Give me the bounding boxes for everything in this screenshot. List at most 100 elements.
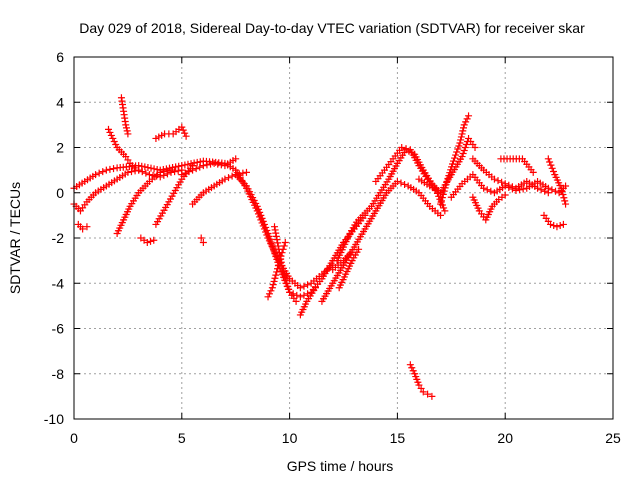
data-point (156, 168, 164, 176)
y-tick-label: -6 (52, 321, 65, 337)
series-track-27 (469, 191, 509, 224)
series-track-8 (152, 123, 190, 142)
data-point (174, 167, 182, 175)
data-point (124, 168, 132, 176)
chart-title: Day 029 of 2018, Sidereal Day-to-day VTE… (79, 20, 585, 36)
data-point (559, 220, 567, 228)
data-point (273, 236, 281, 244)
series-track-23 (415, 134, 479, 197)
data-point (534, 184, 542, 192)
data-point (508, 183, 516, 191)
y-tick-label: -2 (52, 230, 65, 246)
data-point (560, 194, 568, 202)
data-point (279, 245, 287, 253)
data-point (95, 169, 103, 177)
data-point (453, 148, 461, 156)
data-point (141, 163, 149, 171)
data-point (544, 189, 552, 197)
x-tick-label: 0 (70, 430, 78, 446)
data-point (197, 234, 205, 242)
grid-lines (74, 57, 613, 419)
data-point (546, 220, 554, 228)
data-point (143, 239, 151, 247)
x-tick-label: 15 (390, 430, 406, 446)
series-track-29 (544, 155, 570, 208)
data-point (79, 225, 87, 233)
data-point (460, 121, 468, 129)
data-point (296, 293, 304, 301)
data-point (83, 223, 91, 231)
data-point (452, 151, 460, 159)
data-point (181, 129, 189, 137)
data-point (406, 361, 414, 369)
data-point (483, 186, 491, 194)
data-point (203, 161, 211, 169)
data-point (149, 171, 157, 179)
data-point (167, 166, 175, 174)
x-axis-label: GPS time / hours (287, 458, 394, 474)
data-point (254, 205, 262, 213)
data-point (553, 223, 561, 231)
x-tick-label: 10 (282, 430, 298, 446)
data-point (558, 187, 566, 195)
data-point (269, 281, 277, 289)
data-point (178, 171, 186, 179)
data-point (300, 291, 308, 299)
data-point (274, 262, 282, 270)
data-point (271, 223, 279, 231)
data-point (556, 222, 564, 230)
data-point (471, 144, 479, 151)
data-point (346, 250, 354, 258)
data-point (182, 132, 190, 140)
data-point (519, 185, 527, 193)
data-point (274, 265, 282, 273)
data-point (300, 282, 308, 290)
data-point (257, 211, 265, 219)
data-point (516, 186, 524, 194)
data-point (275, 258, 283, 266)
data-point (460, 124, 468, 132)
data-point (274, 242, 282, 250)
data-point (260, 220, 268, 228)
series-track-5 (117, 94, 132, 138)
series-track-6 (113, 166, 175, 237)
data-point (296, 284, 304, 292)
data-point (104, 125, 112, 133)
data-point (480, 184, 488, 192)
data-point (289, 290, 297, 298)
data-point (145, 171, 153, 179)
data-point (548, 186, 556, 194)
data-point (544, 155, 552, 163)
data-point (207, 160, 215, 168)
data-point (102, 166, 110, 174)
series-track-3 (74, 220, 91, 233)
data-point (505, 181, 513, 189)
data-point (398, 144, 406, 151)
x-tick-label: 5 (178, 430, 186, 446)
y-tick-label: 2 (56, 140, 64, 156)
data-point (462, 140, 470, 148)
data-point (419, 388, 427, 396)
data-point (109, 134, 117, 142)
data-point (442, 181, 450, 189)
data-point (225, 174, 233, 182)
data-point (465, 112, 473, 120)
data-point (272, 232, 280, 240)
data-point (276, 255, 284, 263)
data-point (501, 180, 509, 188)
data-point (441, 207, 449, 215)
data-point (393, 177, 401, 185)
y-tick-label: -10 (44, 411, 64, 427)
series-track-9 (152, 162, 197, 228)
series-track-24 (437, 112, 473, 208)
data-point (184, 160, 192, 168)
series-track-17 (318, 177, 445, 305)
data-point (487, 187, 495, 195)
data-point (494, 177, 502, 185)
data-point (259, 217, 267, 225)
data-point (268, 284, 276, 292)
data-point (490, 175, 498, 183)
data-point (463, 115, 471, 123)
series-track-12 (197, 234, 207, 247)
